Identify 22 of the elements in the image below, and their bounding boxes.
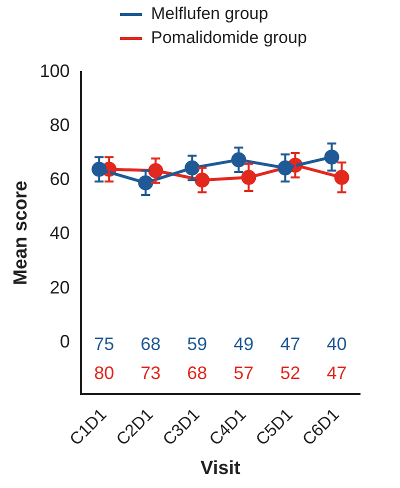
y-axis-title: Mean score: [10, 180, 32, 286]
annotation: 49: [234, 334, 254, 354]
y-tick-label: 0: [60, 332, 70, 352]
annotation: 47: [280, 334, 300, 354]
annotation: 68: [140, 334, 161, 354]
legend-label: Pomalidomide group: [151, 28, 307, 48]
annotation: 57: [234, 363, 254, 384]
annotation: 73: [140, 363, 161, 384]
y-tick-label: 100: [40, 60, 70, 81]
annotation: 47: [326, 363, 347, 384]
y-tick-label: 20: [50, 277, 70, 298]
y-tick-label: 60: [50, 169, 70, 190]
y-tick-label: 80: [50, 114, 70, 135]
annotation: 80: [94, 363, 114, 384]
annotation: 52: [280, 363, 300, 384]
annotation: 40: [326, 334, 347, 354]
y-tick-label: 40: [50, 223, 70, 244]
annotation: 75: [94, 334, 114, 354]
annotation: 59: [187, 334, 208, 354]
legend-label: Melflufen group: [151, 4, 268, 24]
x-axis-title: Visit: [200, 458, 241, 479]
annotation: 68: [187, 363, 208, 384]
